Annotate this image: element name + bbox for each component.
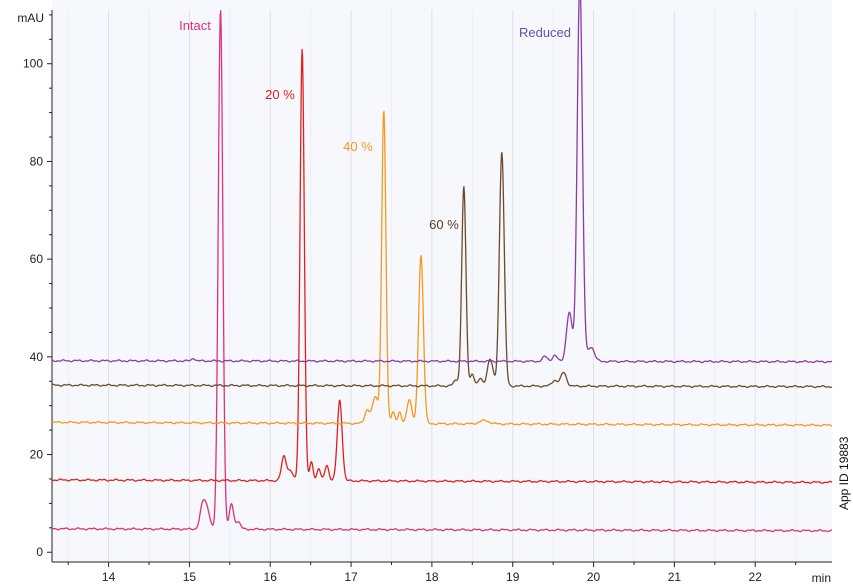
y-tick-label: 40 [30, 350, 44, 364]
app-id-annotation: App ID 19883 [837, 436, 851, 510]
x-tick-label: 22 [749, 570, 763, 584]
x-tick-label: 15 [183, 570, 197, 584]
series-label-reduced: Reduced [519, 25, 571, 40]
x-tick-label: 19 [506, 570, 520, 584]
series-traces [51, 0, 833, 533]
series-label-60pct: 60 % [429, 217, 459, 232]
series-line-20 [51, 48, 833, 484]
series-label-intact: Intact [179, 18, 211, 33]
x-ticks: 14 15 16 17 18 19 20 21 22 [67, 562, 797, 584]
y-tick-label: 80 [30, 154, 44, 168]
y-ticks: 0 20 40 60 80 100 [23, 14, 52, 559]
y-tick-label: 0 [36, 545, 43, 559]
y-axis-unit-label: mAU [17, 11, 44, 25]
x-tick-label: 17 [344, 570, 358, 584]
y-tick-label: 20 [30, 448, 44, 462]
plot-area-background [52, 0, 832, 562]
series-line-intact [51, 10, 833, 533]
x-tick-label: 16 [264, 570, 278, 584]
series-line-40 [51, 110, 833, 427]
axes [51, 10, 832, 563]
series-label-20pct: 20 % [265, 87, 295, 102]
x-axis-unit-label: min [812, 571, 831, 585]
y-tick-label: 60 [30, 252, 44, 266]
grid-lines [67, 10, 797, 562]
x-tick-label: 18 [425, 570, 439, 584]
series-line-reduced [51, 0, 833, 364]
x-tick-label: 21 [668, 570, 682, 584]
x-tick-label: 20 [587, 570, 601, 584]
series-label-40pct: 40 % [343, 139, 373, 154]
series-line-60 [51, 152, 833, 389]
x-tick-label: 14 [102, 570, 116, 584]
y-tick-label: 100 [23, 57, 43, 71]
